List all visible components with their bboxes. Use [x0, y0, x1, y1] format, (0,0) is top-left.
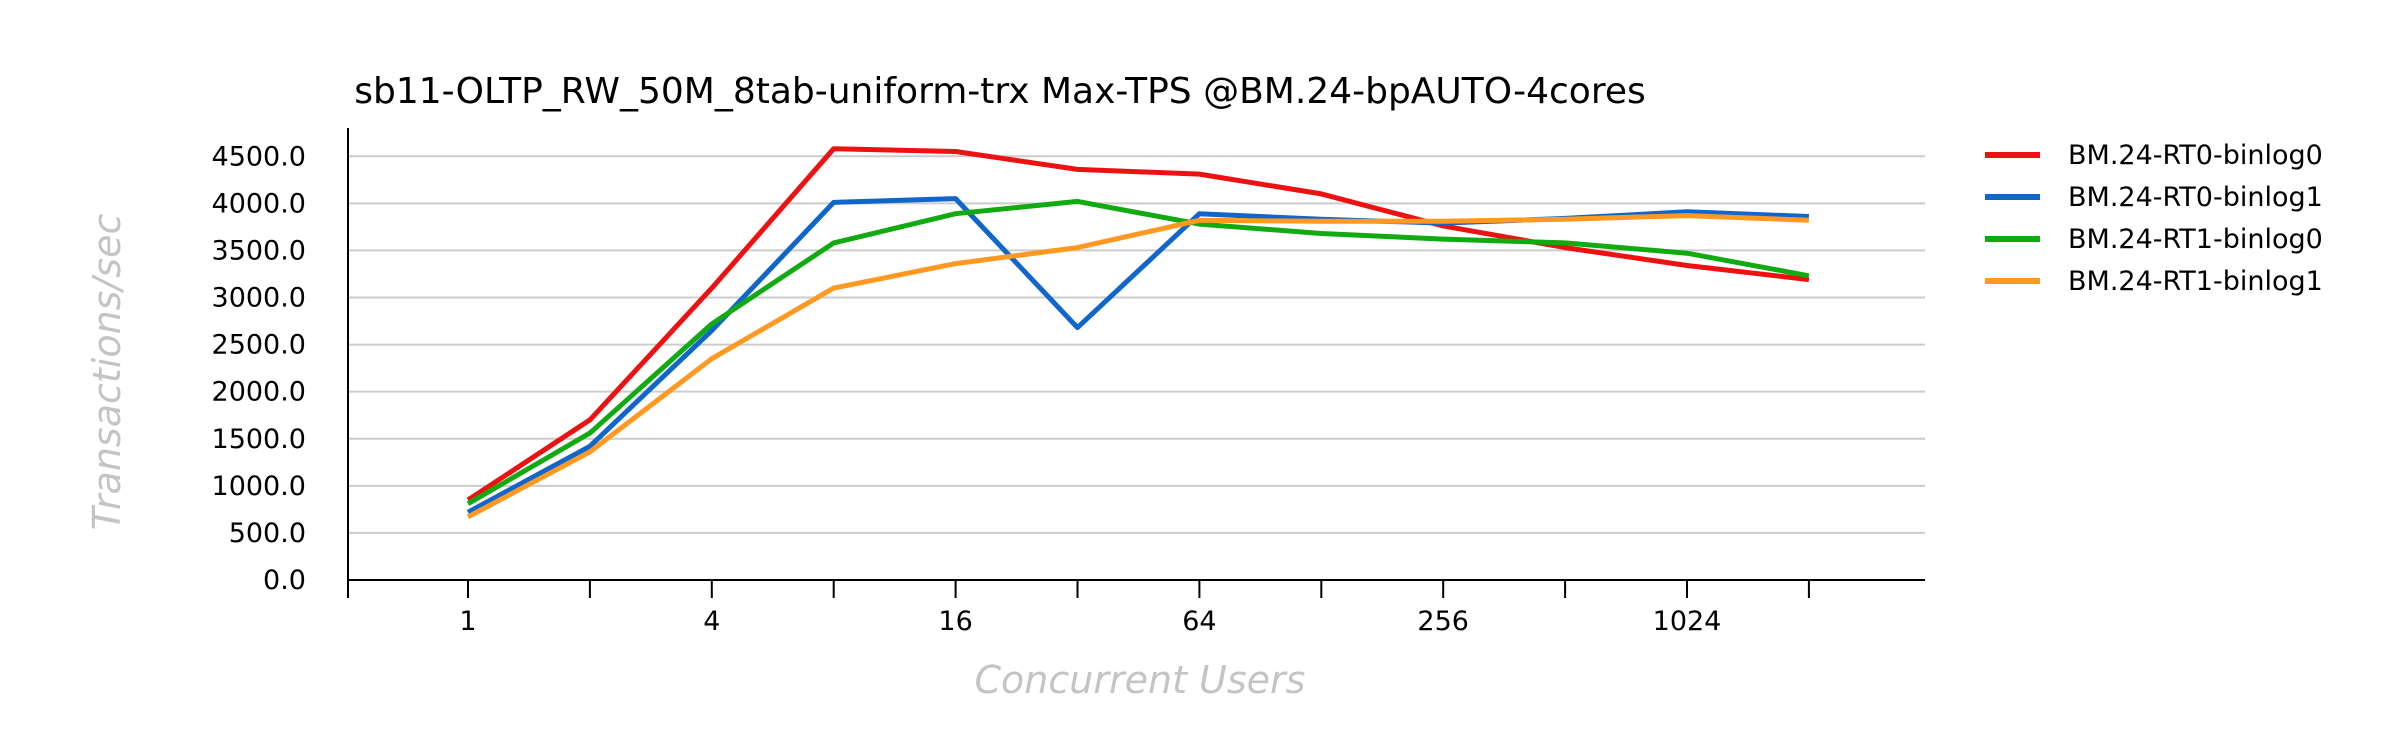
series-line-BM.24-RT1-binlog1	[466, 213, 1809, 520]
y-tick-label: 500.0	[229, 518, 306, 549]
legend-item: BM.24-RT0-binlog1	[1985, 182, 2323, 213]
series-line-BM.24-RT0-binlog0	[466, 146, 1810, 503]
y-tick-label: 4500.0	[212, 141, 306, 172]
x-tick-label: 16	[938, 606, 972, 637]
x-tick-label: 1024	[1653, 606, 1722, 637]
x-axis-label: Concurrent Users	[975, 658, 1306, 702]
tick-labels: 0.0 500.0 1000.0 1500.0 2000.0 2500.0 3000.0 35…	[212, 141, 1722, 637]
axes	[347, 128, 1925, 598]
y-tick-label: 4000.0	[212, 188, 306, 219]
x-tick-label: 64	[1182, 606, 1216, 637]
legend-label: BM.24-RT1-binlog1	[2068, 266, 2323, 297]
y-tick-label: 1000.0	[212, 471, 306, 502]
y-tick-label: 1500.0	[212, 424, 306, 455]
y-axis-label: Transactions/sec	[85, 214, 129, 531]
legend-item: BM.24-RT1-binlog0	[1985, 224, 2323, 255]
chart-title: sb11-OLTP_RW_50M_8tab-uniform-trx Max-TP…	[354, 71, 1645, 112]
y-tick-label: 2000.0	[212, 377, 306, 408]
series-lines	[466, 146, 1810, 520]
legend: BM.24-RT0-binlog0 BM.24-RT0-binlog1 BM.24-…	[1985, 140, 2323, 297]
series-line-BM.24-RT1-binlog0	[466, 198, 1810, 506]
legend-item: BM.24-RT0-binlog0	[1985, 140, 2323, 171]
x-tick-label: 4	[703, 606, 720, 637]
legend-label: BM.24-RT1-binlog0	[2068, 224, 2323, 255]
x-tick-label: 1	[459, 606, 476, 637]
y-tick-label: 3000.0	[212, 283, 306, 314]
legend-label: BM.24-RT0-binlog1	[2068, 182, 2323, 213]
x-tick-label: 256	[1417, 606, 1469, 637]
y-tick-label: 0.0	[263, 565, 306, 596]
legend-item: BM.24-RT1-binlog1	[1985, 266, 2323, 297]
y-tick-label: 3500.0	[212, 235, 306, 266]
legend-label: BM.24-RT0-binlog0	[2068, 140, 2323, 171]
y-tick-label: 2500.0	[212, 330, 306, 361]
